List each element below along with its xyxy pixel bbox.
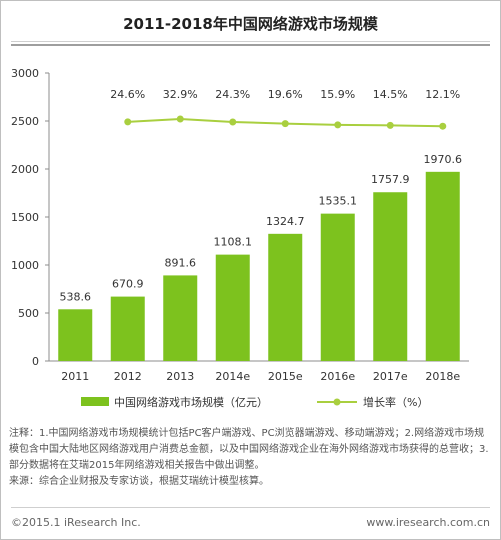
growth-point-2012 [124,118,132,126]
bar-value-label: 891.6 [165,256,197,269]
chart-notes: 注释：1.中国网络游戏市场规模统计包括PC客户端游戏、PC浏览器端游戏、移动端游… [9,426,493,490]
x-tick-label: 2011 [61,370,89,383]
copyright-text: ©2015.1 iResearch Inc. [11,516,141,529]
legend-bar-swatch [81,397,109,406]
growth-point-2016e [334,121,342,129]
bar-2016e [320,213,355,361]
bar-value-label: 1108.1 [214,236,253,249]
y-tick-label: 1500 [11,211,39,224]
growth-value-label: 32.9% [163,88,198,101]
growth-value-label: 15.9% [320,88,355,101]
y-tick-label: 2000 [11,163,39,176]
y-tick-label: 2500 [11,115,39,128]
y-tick-label: 0 [32,355,39,368]
legend-line-label: 增长率（%） [363,395,428,409]
x-tick-label: 2015e [268,370,303,383]
growth-point-2013 [176,115,184,123]
notes-source: 来源：综合企业财报及专家访谈，根据艾瑞统计模型核算。 [9,476,269,487]
title-divider [11,41,490,42]
bar-value-label: 1535.1 [319,195,358,208]
y-tick-label: 1000 [11,259,39,272]
bar-2013 [163,275,198,361]
growth-value-label: 24.3% [215,88,250,101]
x-tick-label: 2017e [373,370,408,383]
y-tick-label: 500 [18,307,39,320]
bar-value-label: 1324.7 [266,215,305,228]
x-tick-label: 2013 [166,370,194,383]
bar-2017e [373,192,408,361]
growth-value-label: 14.5% [373,88,408,101]
bar-value-label: 1757.9 [371,173,410,186]
growth-point-2015e [281,120,289,128]
bar-value-label: 538.6 [60,290,92,303]
growth-point-2018e [439,122,447,130]
footer-divider [11,507,490,508]
growth-value-label: 12.1% [425,88,460,101]
bar-2018e [425,171,460,361]
x-tick-label: 2016e [320,370,355,383]
website-text: www.iresearch.com.cn [366,516,490,529]
bar-line-chart: 0 500 1000 1500 2000 2500 3000 538.6 670.9 891.6 1… [11,67,469,409]
x-tick-label: 2012 [114,370,142,383]
notes-remark: 注释：1.中国网络游戏市场规模统计包括PC客户端游戏、PC浏览器端游戏、移动端游… [9,428,489,471]
bar-2014e [215,254,250,361]
title-divider-thick [11,44,490,46]
bar-value-label: 670.9 [112,278,144,291]
legend-line-marker [333,398,341,406]
growth-value-label: 24.6% [110,88,145,101]
bar-2012 [110,296,145,361]
bar-2011 [58,309,93,361]
y-tick-label: 3000 [11,67,39,80]
x-tick-label: 2018e [425,370,460,383]
chart-title: 2011-2018年中国网络游戏市场规模 [123,15,378,33]
x-tick-label: 2014e [215,370,250,383]
bar-value-label: 1970.6 [424,153,463,166]
growth-value-label: 19.6% [268,88,303,101]
growth-point-2014e [229,118,237,126]
bar-2015e [268,233,303,361]
growth-point-2017e [386,121,394,129]
legend-bar-label: 中国网络游戏市场规模（亿元） [114,395,268,409]
